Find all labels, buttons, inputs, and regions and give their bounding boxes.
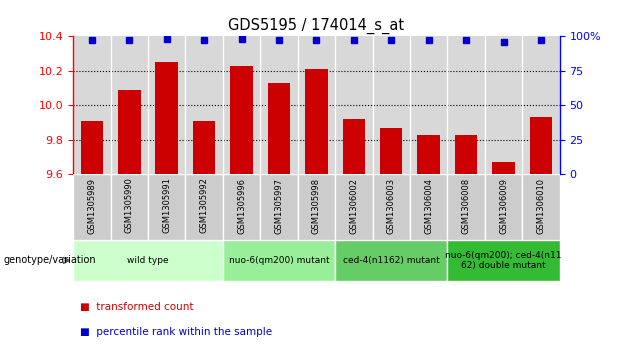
Text: GSM1306002: GSM1306002 [349,178,358,233]
Bar [373,174,410,240]
Bar [155,62,178,174]
Bar [193,121,216,174]
Text: GSM1306008: GSM1306008 [462,178,471,234]
Text: GSM1305989: GSM1305989 [87,178,96,233]
Bar [230,66,252,174]
Bar [148,174,186,240]
Bar [81,121,103,174]
Text: ced-4(n1162) mutant: ced-4(n1162) mutant [343,256,439,265]
Bar [260,174,298,240]
Bar [485,174,522,240]
Text: ■  percentile rank within the sample: ■ percentile rank within the sample [80,327,272,337]
Bar [343,119,365,174]
Text: nuo-6(qm200) mutant: nuo-6(qm200) mutant [229,256,329,265]
Text: wild type: wild type [127,256,169,265]
Text: genotype/variation: genotype/variation [3,256,96,265]
Text: ■  transformed count: ■ transformed count [80,302,193,312]
Bar [298,174,335,240]
Bar [417,135,440,174]
Bar [522,174,560,240]
Bar [223,240,335,281]
Text: GSM1306010: GSM1306010 [537,178,546,233]
Text: GSM1305990: GSM1305990 [125,178,134,233]
Bar [335,174,373,240]
Bar [380,128,403,174]
Bar [410,174,447,240]
Bar [492,162,515,174]
Title: GDS5195 / 174014_s_at: GDS5195 / 174014_s_at [228,17,404,33]
Bar [335,240,447,281]
Text: GSM1305991: GSM1305991 [162,178,171,233]
Bar [118,90,141,174]
Text: GSM1306003: GSM1306003 [387,178,396,234]
Bar [73,240,223,281]
Bar [447,240,560,281]
Text: GSM1305992: GSM1305992 [200,178,209,233]
Bar [455,135,478,174]
Text: GSM1306009: GSM1306009 [499,178,508,233]
Bar [268,83,290,174]
Text: GSM1305996: GSM1305996 [237,178,246,233]
Bar [73,174,111,240]
Bar [223,174,260,240]
Text: GSM1305998: GSM1305998 [312,178,321,233]
Text: GSM1306004: GSM1306004 [424,178,433,233]
Text: GSM1305997: GSM1305997 [275,178,284,233]
Bar [305,69,328,174]
Bar [186,174,223,240]
Text: nuo-6(qm200); ced-4(n11
62) double mutant: nuo-6(qm200); ced-4(n11 62) double mutan… [445,251,562,270]
Bar [530,117,552,174]
Bar [447,174,485,240]
Bar [111,174,148,240]
